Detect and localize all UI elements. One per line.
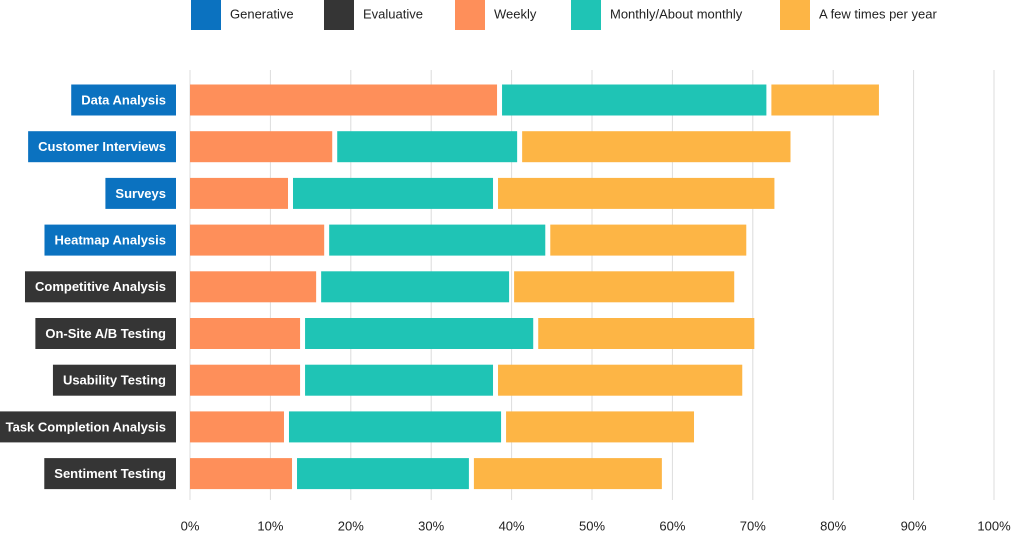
category-label: Heatmap Analysis [44, 224, 176, 256]
legend-label: Monthly/About monthly [610, 6, 743, 21]
bar-segment [288, 411, 502, 443]
category-label: Competitive Analysis [24, 271, 176, 303]
bar-segment [190, 131, 333, 163]
bar-segment [329, 224, 546, 256]
category-label: Customer Interviews [28, 131, 176, 163]
bar-segment [190, 364, 301, 396]
bar-segment [321, 271, 510, 303]
category-label-box [24, 271, 176, 303]
bar-segment [498, 177, 775, 209]
legend-label: Evaluative [363, 6, 423, 21]
bar-segment [502, 84, 767, 116]
legend-label: Generative [230, 6, 294, 21]
category-label: On-Site A/B Testing [35, 318, 176, 349]
bar-segment [473, 458, 662, 490]
bar-segment [522, 131, 791, 163]
x-tick-label: 20% [338, 518, 364, 533]
category-label: Task Completion Analysis [0, 411, 176, 443]
x-tick-label: 70% [740, 518, 766, 533]
category-label-text: Data Analysis [81, 92, 166, 107]
category-label: Data Analysis [71, 84, 176, 116]
bar-segment [190, 318, 301, 349]
bar-segment [190, 271, 317, 303]
bar-segment [550, 224, 747, 256]
category-label-text: Sentiment Testing [54, 466, 166, 481]
bar-segment [190, 411, 284, 443]
x-tick-label: 0% [181, 518, 200, 533]
category-label: Surveys [105, 177, 176, 209]
category-label-box [105, 177, 176, 209]
bar-segment [293, 177, 494, 209]
bar-segment [190, 177, 288, 209]
bar-segment [514, 271, 735, 303]
category-label-box [28, 131, 176, 163]
category-label-box [44, 458, 176, 490]
category-label-box [71, 84, 176, 116]
x-tick-label: 60% [659, 518, 685, 533]
bar-segment [297, 458, 469, 490]
category-label-text: On-Site A/B Testing [45, 326, 166, 341]
bar-segment [305, 318, 534, 349]
bar-segment [498, 364, 743, 396]
legend-swatch [191, 0, 221, 30]
bar-segment [305, 364, 494, 396]
legend-label: Weekly [494, 6, 537, 21]
category-label-text: Competitive Analysis [35, 279, 166, 294]
bar-segment [538, 318, 755, 349]
category-label-text: Surveys [115, 186, 166, 201]
category-label-text: Customer Interviews [38, 139, 166, 154]
bar-segment [771, 84, 879, 116]
x-tick-label: 40% [499, 518, 525, 533]
category-label-text: Task Completion Analysis [6, 419, 166, 434]
category-label-text: Usability Testing [63, 373, 166, 388]
x-tick-label: 90% [901, 518, 927, 533]
category-label: Sentiment Testing [44, 458, 176, 490]
legend-swatch [571, 0, 601, 30]
category-label-box [52, 364, 176, 396]
x-tick-label: 100% [977, 518, 1011, 533]
bar-segment [337, 131, 518, 163]
legend-swatch [780, 0, 810, 30]
bar-segment [506, 411, 695, 443]
category-label-text: Heatmap Analysis [54, 233, 166, 248]
bar-segment [190, 458, 293, 490]
legend-swatch [455, 0, 485, 30]
legend-label: A few times per year [819, 6, 937, 21]
x-tick-label: 10% [257, 518, 283, 533]
category-label-box [44, 224, 176, 256]
x-tick-label: 30% [418, 518, 444, 533]
category-label-box [0, 411, 176, 443]
x-tick-label: 50% [579, 518, 605, 533]
legend-swatch [324, 0, 354, 30]
bar-segment [190, 224, 325, 256]
category-label-box [35, 318, 176, 349]
x-tick-label: 80% [820, 518, 846, 533]
category-label: Usability Testing [52, 364, 176, 396]
bar-segment [190, 84, 498, 116]
